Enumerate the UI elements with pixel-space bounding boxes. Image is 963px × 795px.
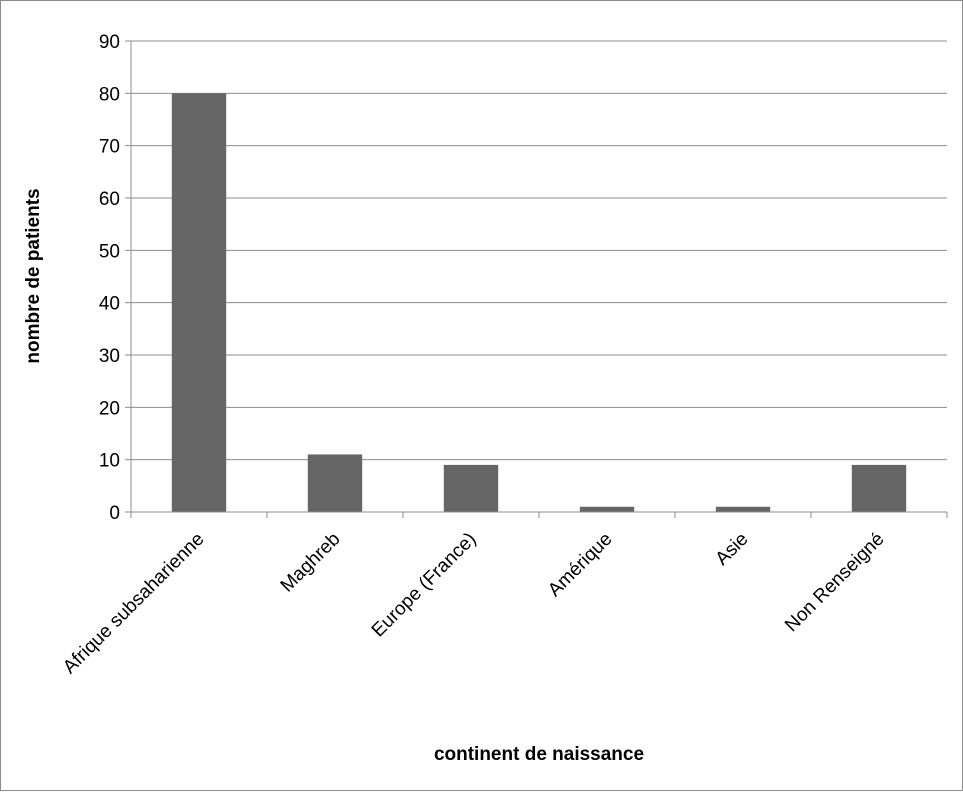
y-tick-label: 0: [109, 503, 120, 524]
y-tick-label: 80: [99, 84, 120, 105]
y-tick-label: 60: [99, 189, 120, 210]
x-axis-title: continent de naissance: [434, 744, 644, 765]
y-axis-title: nombre de patients: [23, 188, 44, 363]
bar: [171, 93, 227, 512]
y-tick-label: 70: [99, 137, 120, 158]
y-tick-label: 10: [99, 451, 120, 472]
x-tick-labels: Afrique subsaharienne Maghreb Europe (Fran…: [59, 529, 888, 678]
y-tick-label: 30: [99, 346, 120, 367]
bars: [171, 93, 907, 512]
y-tick-label: 50: [99, 241, 120, 262]
x-tick-label: Amérique: [544, 529, 616, 601]
bar: [579, 506, 635, 512]
x-tick-label: Europe (France): [368, 529, 481, 642]
x-tick-label: Maghreb: [277, 529, 345, 597]
y-tick-label: 40: [99, 294, 120, 315]
y-tick-label: 90: [99, 32, 120, 53]
bar: [443, 464, 499, 512]
bar: [307, 454, 363, 512]
y-tick-label: 20: [99, 398, 120, 419]
x-tick-label: Asie: [712, 529, 753, 570]
x-tick-label: Afrique subsaharienne: [59, 529, 208, 678]
gridlines: [131, 40, 947, 461]
x-tick-label: Non Renseigné: [781, 529, 888, 636]
y-tick-labels: 0 10 20 30 40 50 60 70 80 90: [99, 32, 120, 524]
bar: [851, 464, 907, 512]
axes: [125, 40, 948, 518]
bar: [715, 506, 771, 512]
